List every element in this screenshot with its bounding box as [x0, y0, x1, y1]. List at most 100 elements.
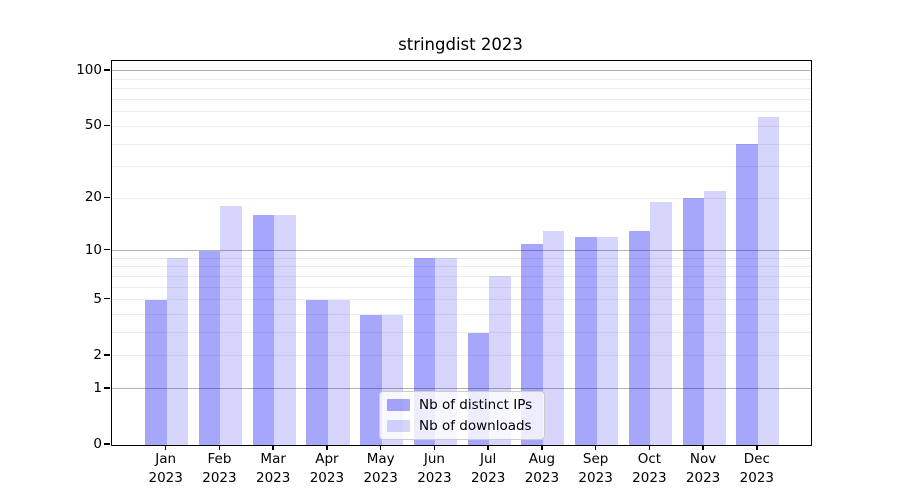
gridline-70	[112, 99, 811, 101]
x-tick-month-nov: Nov	[689, 451, 717, 467]
legend-entry-downloads: Nb of downloads	[387, 418, 537, 434]
x-tick-mark-mar	[272, 445, 274, 451]
x-tick-month-aug: Aug	[528, 451, 556, 467]
x-tick-label-sep: Sep 2023	[561, 450, 631, 487]
legend-entry-distinct-ips: Nb of distinct IPs	[387, 397, 537, 413]
x-tick-year-feb: 2023	[202, 469, 237, 486]
y-tick-mark-1	[104, 387, 110, 389]
x-tick-year-oct: 2023	[632, 469, 667, 486]
bar-oct-downloads	[650, 202, 672, 445]
y-tick-mark-100	[104, 69, 110, 71]
gridline-60	[112, 111, 811, 113]
gridline-5	[112, 299, 811, 301]
y-tick-label-1: 1	[93, 379, 102, 396]
gridline-4	[112, 314, 811, 316]
legend-swatch-downloads-icon	[387, 420, 410, 432]
bar-apr-distinct-ips	[306, 299, 328, 445]
chart-title: stringdist 2023	[398, 35, 523, 54]
gridline-100	[112, 70, 811, 72]
y-tick-mark-10	[104, 248, 110, 251]
x-tick-label-jun: Jun 2023	[399, 450, 469, 487]
legend-label-downloads: Nb of downloads	[419, 418, 532, 434]
x-tick-month-oct: Oct	[637, 451, 662, 467]
x-tick-year-sep: 2023	[578, 469, 613, 486]
gridline-30	[112, 166, 811, 168]
bar-dec-downloads	[757, 117, 780, 445]
gridline-50	[112, 125, 811, 127]
gridline-80	[112, 88, 811, 90]
x-tick-month-apr: Apr	[315, 451, 339, 467]
x-tick-month-jan: Jan	[155, 451, 177, 467]
x-tick-mark-feb	[218, 445, 221, 451]
x-tick-label-jan: Jan 2023	[131, 450, 201, 487]
x-tick-label-may: May 2023	[346, 450, 416, 487]
bar-dec-distinct-ips	[736, 144, 758, 445]
x-tick-year-jan: 2023	[148, 469, 183, 486]
bar-nov-distinct-ips	[682, 198, 705, 445]
gridline-90	[112, 78, 811, 80]
x-tick-mark-jul	[487, 445, 489, 451]
x-tick-label-oct: Oct 2023	[614, 450, 684, 487]
x-tick-mark-jan	[165, 445, 167, 451]
gridline-3	[112, 332, 811, 334]
y-tick-label-10: 10	[84, 241, 102, 258]
plot-area: Nb of distinct IPs Nb of downloads	[111, 60, 812, 446]
x-tick-mark-apr	[326, 445, 328, 451]
gridline-1	[112, 388, 811, 390]
y-tick-mark-5	[104, 298, 110, 300]
bar-mar-downloads	[274, 215, 296, 445]
x-tick-month-may: May	[366, 451, 395, 467]
x-tick-label-feb: Feb 2023	[184, 450, 254, 487]
bar-jan-downloads	[166, 258, 189, 445]
y-tick-mark-50	[104, 124, 110, 127]
y-tick-mark-2	[104, 354, 110, 356]
bar-aug-downloads	[542, 231, 565, 445]
x-tick-month-mar: Mar	[260, 451, 286, 467]
y-tick-label-2: 2	[93, 346, 102, 363]
legend-swatch-distinct-ips-icon	[387, 399, 410, 411]
x-tick-label-aug: Aug 2023	[507, 450, 577, 487]
x-tick-year-nov: 2023	[685, 469, 721, 486]
bar-feb-distinct-ips	[198, 250, 221, 445]
y-tick-label-100: 100	[76, 61, 102, 78]
x-tick-year-jun: 2023	[417, 469, 452, 486]
x-tick-label-apr: Apr 2023	[292, 450, 362, 487]
gridline-20	[112, 197, 811, 199]
x-tick-label-nov: Nov 2023	[668, 450, 738, 487]
gridline-10	[112, 250, 811, 252]
x-tick-label-dec: Dec 2023	[722, 450, 792, 487]
x-tick-year-apr: 2023	[309, 469, 345, 486]
bar-feb-downloads	[220, 206, 243, 445]
x-tick-mark-jun	[433, 445, 436, 451]
x-tick-month-sep: Sep	[582, 451, 609, 467]
x-tick-mark-oct	[648, 445, 651, 451]
bar-jan-distinct-ips	[145, 299, 167, 445]
bar-may-distinct-ips	[360, 314, 382, 445]
x-tick-mark-may	[379, 445, 382, 451]
x-tick-month-dec: Dec	[743, 451, 770, 467]
y-tick-label-20: 20	[84, 189, 102, 206]
bar-oct-distinct-ips	[628, 231, 651, 445]
x-tick-year-jul: 2023	[470, 469, 506, 486]
x-tick-year-mar: 2023	[255, 469, 291, 486]
x-tick-label-jul: Jul 2023	[453, 450, 523, 487]
gridline-6	[112, 286, 811, 288]
x-tick-year-may: 2023	[363, 469, 398, 486]
gridline-40	[112, 143, 811, 145]
gridline-8	[112, 266, 811, 268]
x-tick-label-mar: Mar 2023	[238, 450, 308, 487]
y-tick-mark-20	[104, 196, 110, 198]
x-tick-month-feb: Feb	[207, 451, 232, 467]
bar-mar-distinct-ips	[252, 215, 275, 445]
gridline-2	[112, 355, 811, 357]
bar-nov-downloads	[704, 190, 726, 445]
x-tick-mark-nov	[702, 445, 704, 451]
y-tick-label-50: 50	[84, 117, 102, 134]
legend-label-distinct-ips: Nb of distinct IPs	[419, 397, 533, 413]
y-tick-label-0: 0	[93, 436, 102, 452]
gridline-7	[112, 275, 811, 277]
x-tick-mark-aug	[541, 445, 543, 451]
y-tick-label-5: 5	[93, 290, 102, 307]
x-tick-year-dec: 2023	[739, 469, 774, 486]
